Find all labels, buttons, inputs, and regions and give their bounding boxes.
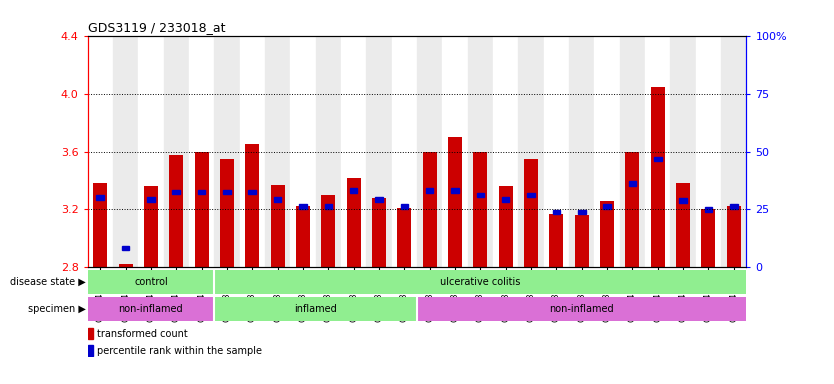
Bar <box>474 152 487 267</box>
Bar <box>189 36 214 267</box>
Bar <box>726 207 741 267</box>
Bar <box>671 36 696 267</box>
Bar <box>578 210 585 215</box>
Bar <box>169 155 183 267</box>
Bar <box>696 36 721 267</box>
Bar <box>88 36 113 267</box>
Bar <box>451 188 459 193</box>
Bar <box>366 36 392 267</box>
Bar <box>290 36 315 267</box>
Bar <box>651 87 665 267</box>
Bar <box>527 193 535 197</box>
Bar <box>392 36 417 267</box>
Bar <box>553 210 560 215</box>
Bar <box>249 190 256 194</box>
Bar <box>519 36 544 267</box>
Bar <box>113 36 138 267</box>
Bar <box>93 184 108 267</box>
Bar <box>645 36 671 267</box>
Bar <box>544 36 569 267</box>
Bar <box>347 178 360 267</box>
Bar <box>476 193 485 197</box>
Bar <box>245 144 259 267</box>
Text: specimen ▶: specimen ▶ <box>28 304 86 314</box>
Bar <box>138 36 163 267</box>
Bar <box>194 152 208 267</box>
Bar <box>654 157 661 161</box>
Text: GDS3119 / 233018_at: GDS3119 / 233018_at <box>88 21 225 34</box>
Bar <box>468 36 493 267</box>
Text: non-inflamed: non-inflamed <box>550 304 614 314</box>
Bar <box>88 270 214 294</box>
Bar <box>239 36 265 267</box>
Bar <box>271 185 284 267</box>
Bar <box>400 204 408 209</box>
Bar <box>721 36 746 267</box>
Bar <box>502 197 510 202</box>
Bar <box>147 197 155 202</box>
Bar <box>220 159 234 267</box>
Bar <box>122 246 129 250</box>
Text: control: control <box>134 277 168 287</box>
Bar <box>214 297 417 321</box>
Bar <box>372 198 386 267</box>
Bar <box>173 190 180 194</box>
Bar <box>705 207 712 212</box>
Bar <box>163 36 189 267</box>
Bar <box>324 204 332 209</box>
Bar <box>550 214 563 267</box>
Bar <box>397 208 411 267</box>
Bar <box>214 270 746 294</box>
Bar <box>600 201 614 267</box>
Bar <box>88 328 93 339</box>
Text: inflamed: inflamed <box>294 304 337 314</box>
Bar <box>524 159 538 267</box>
Bar <box>88 345 93 356</box>
Bar <box>198 190 205 194</box>
Bar <box>315 36 341 267</box>
Bar <box>299 204 307 209</box>
Bar <box>144 186 158 267</box>
Bar <box>417 36 442 267</box>
Bar <box>88 297 214 321</box>
Bar <box>603 204 610 209</box>
Bar <box>448 137 462 267</box>
Bar <box>296 207 310 267</box>
Bar <box>321 195 335 267</box>
Text: transformed count: transformed count <box>97 329 188 339</box>
Bar <box>569 36 595 267</box>
Bar <box>426 188 434 193</box>
Bar <box>730 204 737 209</box>
Bar <box>493 36 519 267</box>
Text: disease state ▶: disease state ▶ <box>10 277 86 287</box>
Bar <box>595 36 620 267</box>
Bar <box>442 36 468 267</box>
Bar <box>575 215 589 267</box>
Bar <box>620 36 645 267</box>
Text: non-inflamed: non-inflamed <box>118 304 183 314</box>
Text: ulcerative colitis: ulcerative colitis <box>440 277 520 287</box>
Bar <box>349 188 358 193</box>
Bar <box>265 36 290 267</box>
Bar <box>676 184 690 267</box>
Bar <box>626 152 640 267</box>
Bar <box>274 197 281 202</box>
Bar <box>375 197 383 202</box>
Bar <box>499 186 513 267</box>
Bar <box>341 36 366 267</box>
Bar <box>679 199 687 203</box>
Bar <box>701 209 716 267</box>
Bar <box>629 181 636 186</box>
Bar <box>118 264 133 267</box>
Bar <box>423 152 437 267</box>
Bar <box>224 190 231 194</box>
Bar <box>97 195 104 200</box>
Bar <box>214 36 239 267</box>
Text: percentile rank within the sample: percentile rank within the sample <box>97 346 262 356</box>
Bar <box>417 297 746 321</box>
